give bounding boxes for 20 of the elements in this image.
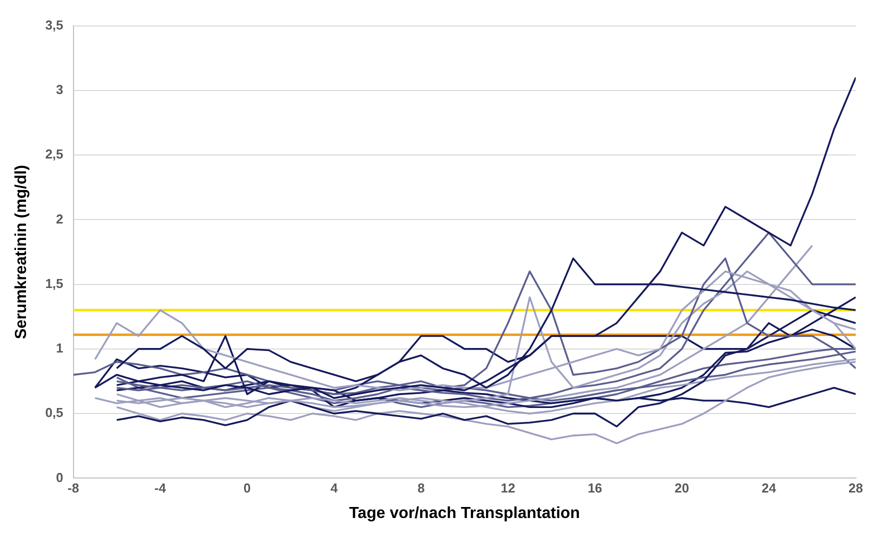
- x-axis-title: Tage vor/nach Transplantation: [349, 504, 580, 522]
- x-tick-label: 12: [500, 480, 516, 496]
- y-tick-label: 0,5: [45, 405, 64, 420]
- x-tick-label: -8: [67, 480, 80, 496]
- y-tick-label: 3: [56, 82, 64, 98]
- y-tick-label: 2: [56, 211, 64, 226]
- x-tick-label: 20: [674, 480, 690, 496]
- y-tick-label: 0: [56, 470, 64, 485]
- x-tick-label: 8: [417, 480, 425, 496]
- y-tick-label: 1: [56, 340, 64, 356]
- y-tick-label: 2,5: [45, 146, 64, 162]
- y-tick-label: 1,5: [45, 276, 64, 291]
- x-tick-label: 24: [762, 480, 777, 496]
- x-tick-label: 16: [588, 480, 602, 496]
- x-tick-label: 4: [330, 480, 338, 496]
- x-tick-label: -4: [154, 480, 167, 496]
- x-tick-label: 28: [848, 480, 864, 496]
- x-tick-label: 0: [244, 480, 251, 496]
- y-axis-title: Serumkreatinin (mg/dl): [13, 164, 30, 340]
- y-tick-label: 3,5: [45, 17, 64, 32]
